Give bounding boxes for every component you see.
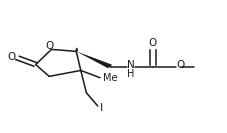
Text: Me: Me [103, 73, 118, 83]
Text: O: O [149, 38, 157, 48]
Text: O: O [176, 60, 185, 70]
Polygon shape [76, 51, 112, 68]
Text: N: N [126, 60, 134, 70]
Text: I: I [99, 103, 103, 113]
Text: O: O [8, 52, 16, 62]
Text: H: H [127, 69, 134, 79]
Text: O: O [46, 41, 54, 51]
